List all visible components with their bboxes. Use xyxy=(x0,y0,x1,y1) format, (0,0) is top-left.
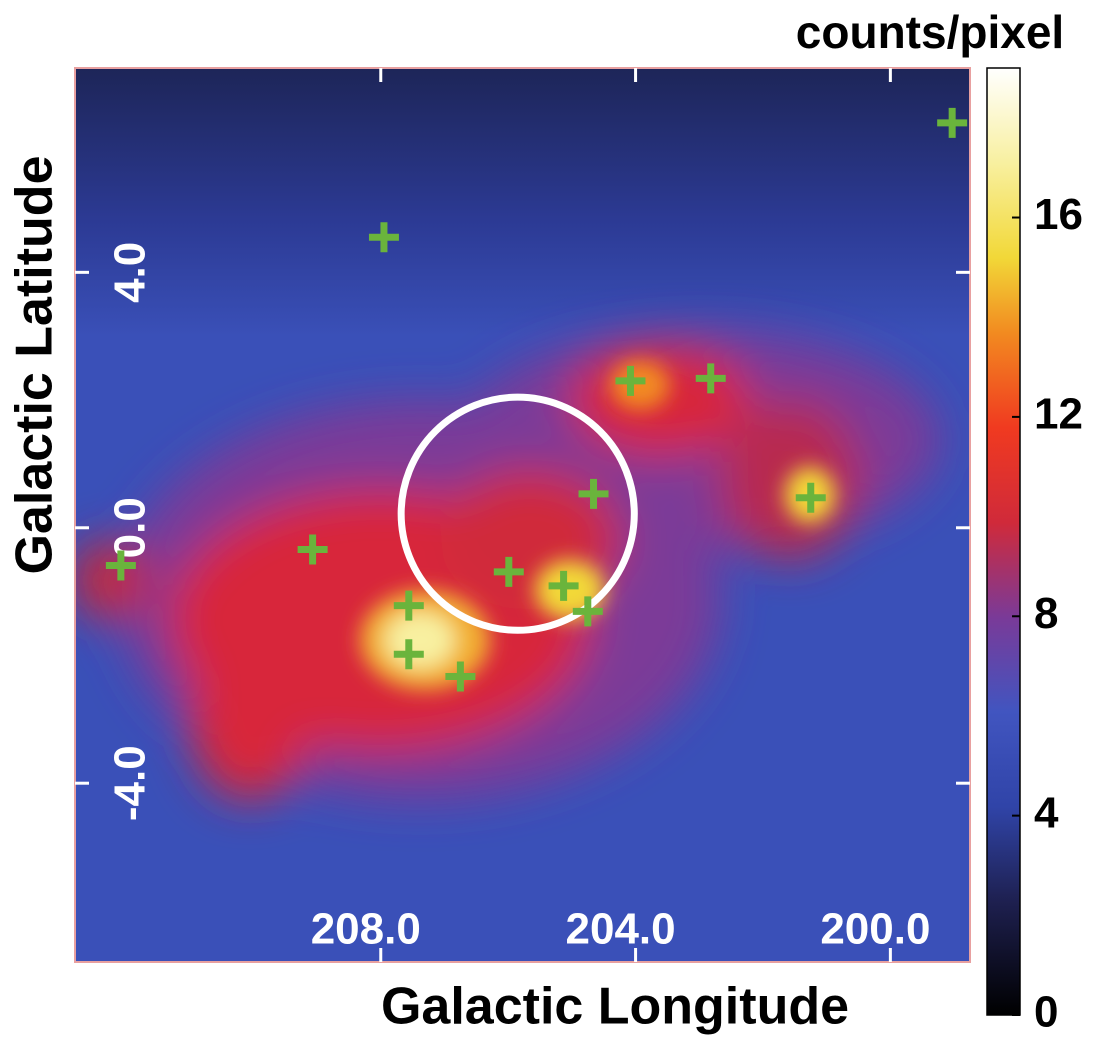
intensity-map xyxy=(70,68,970,962)
x-tick-label: 204.0 xyxy=(566,905,676,954)
figure: counts/pixel Galactic Longitude Galactic… xyxy=(0,0,1114,1044)
colorbar-tick-label: 8 xyxy=(1034,589,1058,638)
x-axis-label: Galactic Longitude xyxy=(381,978,849,1036)
colorbar xyxy=(987,68,1020,1015)
x-tick-label: 208.0 xyxy=(311,905,421,954)
colorbar-tick-label: 16 xyxy=(1034,190,1083,239)
y-axis-label: Galactic Latitude xyxy=(6,156,64,575)
y-tick-label: 4.0 xyxy=(106,242,155,303)
page: {"chart_data": { "type": "skymap", "titl… xyxy=(0,0,1114,1049)
y-tick-label: -4.0 xyxy=(106,745,155,821)
y-tick-label: 0.0 xyxy=(106,497,155,558)
colorbar-tick-label: 4 xyxy=(1034,788,1059,837)
colorbar-tick-label: 12 xyxy=(1034,390,1083,439)
colorbar-tick-label: 0 xyxy=(1034,988,1058,1037)
x-tick-label: 200.0 xyxy=(820,905,930,954)
colorbar-title: counts/pixel xyxy=(796,6,1064,58)
